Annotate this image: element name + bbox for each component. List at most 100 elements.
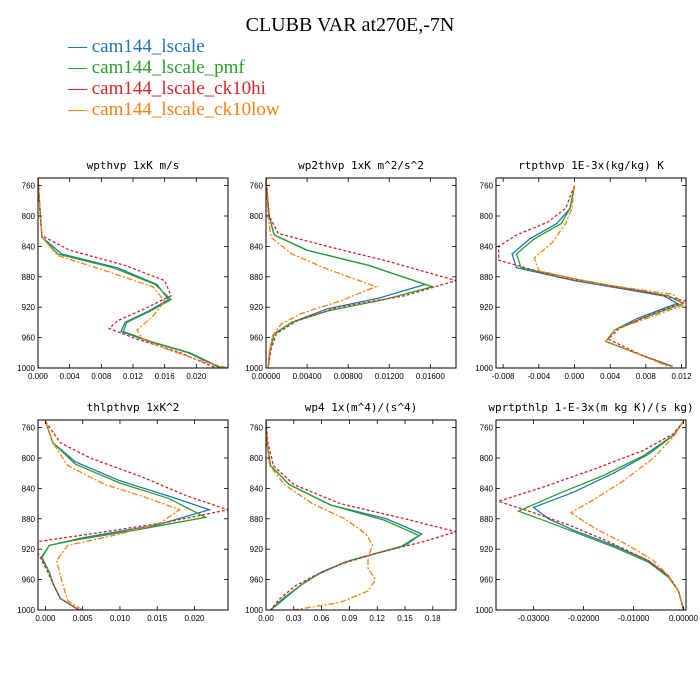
series-line-2 (40, 421, 208, 610)
y-tick-label: 960 (22, 334, 36, 343)
x-tick-label: 0.12 (369, 614, 385, 623)
plot-frame (495, 419, 687, 611)
y-tick-label: 1000 (17, 606, 35, 615)
x-tick-label: 0.00000 (669, 614, 698, 623)
panel-6: wprtpthlp 1-E-3x(m kg K)/(s kg) 760 800 840… (475, 401, 698, 623)
series-line-3 (266, 421, 456, 610)
panel-4: thlpthvp 1xK^276080084088092096010000.00… (17, 401, 229, 623)
x-tick-label: 0.010 (110, 614, 131, 623)
panel-3: rtpthvp 1E-3x(kg/kg) K 760 800 840 880 920 960… (475, 159, 692, 381)
x-tick-label: 0.000 (35, 614, 56, 623)
series-line-1 (266, 178, 428, 368)
series-line-1 (38, 178, 221, 368)
series-line-3 (38, 421, 228, 610)
x-tick-label: 0.020 (184, 614, 205, 623)
y-tick-label: 880 (250, 273, 264, 282)
x-tick-label: 0.012 (123, 372, 144, 381)
x-tick-label: 0.00000 (252, 372, 281, 381)
x-tick-label: 0.00800 (334, 372, 363, 381)
series-line-2 (266, 178, 435, 368)
x-tick-label: 0.005 (73, 614, 94, 623)
series-line-3 (496, 421, 685, 610)
series-line-2 (266, 421, 421, 610)
series-line-2 (516, 421, 685, 610)
legend-label: cam144_lscale_pmf (91, 57, 245, 78)
panel-5: wp4 1x(m^4)/(s^4)76080084088092096010000… (245, 401, 457, 623)
series-line-1 (266, 421, 424, 610)
legend-label: cam144_lscale_ck10low (91, 99, 280, 120)
x-tick-label: -0.01000 (618, 614, 650, 623)
y-tick-label: 840 (250, 484, 264, 493)
series-line-3 (498, 185, 686, 368)
plot-frame (37, 177, 229, 369)
panel-title: wp4 1x(m^4)/(s^4) (305, 401, 418, 414)
x-tick-label: 0.004 (600, 372, 621, 381)
y-tick-label: 760 (480, 182, 494, 191)
y-tick-label: 960 (480, 334, 494, 343)
panel-title: wp2thvp 1xK m^2/s^2 (298, 159, 424, 172)
y-tick-label: 880 (480, 515, 494, 524)
series-line-4 (569, 421, 685, 610)
x-tick-label: 0.008 (636, 372, 657, 381)
legend-label: cam144_lscale (91, 36, 205, 57)
panel-title: thlpthvp 1xK^2 (87, 401, 180, 414)
x-tick-label: -0.03000 (518, 614, 550, 623)
y-tick-label: 1000 (245, 606, 263, 615)
plot-frame (265, 177, 457, 369)
plot-frame (265, 419, 457, 611)
x-tick-label: 0.000 (564, 372, 585, 381)
y-tick-label: 840 (480, 484, 494, 493)
x-tick-label: 0.020 (186, 372, 207, 381)
x-tick-label: 0.06 (314, 614, 330, 623)
legend-item-cam144-lscale-pmf: — cam144_lscale_pmf (68, 57, 245, 78)
x-tick-label: 0.01600 (416, 372, 445, 381)
y-tick-label: 800 (22, 454, 36, 463)
y-tick-label: 800 (250, 212, 264, 221)
panel-title: rtpthvp 1E-3x(kg/kg) K (518, 159, 664, 172)
figure-title: CLUBB VAR at270E,-7N (245, 14, 455, 36)
plot-frame (495, 177, 687, 369)
y-tick-label: 840 (22, 484, 36, 493)
series-line-4 (266, 178, 378, 368)
y-tick-label: 920 (22, 303, 36, 312)
y-tick-label: 920 (480, 303, 494, 312)
x-tick-label: 0.015 (147, 614, 168, 623)
x-tick-label: 0.18 (425, 614, 441, 623)
y-tick-label: 880 (22, 273, 36, 282)
x-tick-label: -0.02000 (568, 614, 600, 623)
y-tick-label: 960 (22, 576, 36, 585)
series-line-3 (266, 178, 456, 368)
legend-item-cam144-lscale-ck10hi: — cam144_lscale_ck10hi (68, 78, 266, 99)
x-tick-label: 0.01200 (375, 372, 404, 381)
y-tick-label: 760 (480, 424, 494, 433)
y-tick-label: 1000 (17, 364, 35, 373)
panel-2: wp2thvp 1xK m^2/s^2 760 800 840 880 920 960 100… (245, 159, 457, 381)
x-tick-label: 0.012 (672, 372, 693, 381)
x-tick-label: 0.008 (91, 372, 112, 381)
x-tick-label: 0.09 (342, 614, 358, 623)
y-tick-label: 760 (250, 182, 264, 191)
series-line-4 (44, 421, 182, 610)
y-tick-label: 760 (22, 182, 36, 191)
legend-item-cam144-lscale: — cam144_lscale (68, 36, 205, 57)
x-tick-label: 0.016 (155, 372, 176, 381)
panel-1: wpthvp 1xK m/s76080084088092096010000.00… (17, 159, 229, 381)
plot-frame (37, 419, 229, 611)
x-tick-label: 0.00 (258, 614, 274, 623)
x-tick-label: -0.004 (527, 372, 550, 381)
y-tick-label: 840 (250, 242, 264, 251)
y-tick-label: 920 (22, 545, 36, 554)
series-line-1 (40, 421, 212, 610)
y-tick-label: 800 (480, 212, 494, 221)
y-tick-label: 920 (250, 545, 264, 554)
legend-label: cam144_lscale_ck10hi (91, 78, 266, 99)
x-tick-label: 0.00400 (293, 372, 322, 381)
x-tick-label: 0.15 (397, 614, 413, 623)
panel-title: wprtpthlp 1-E-3x(m kg K)/(s kg) (488, 401, 693, 414)
y-tick-label: 800 (480, 454, 494, 463)
y-tick-label: 840 (480, 242, 494, 251)
series-line-1 (511, 185, 679, 368)
y-tick-label: 800 (22, 212, 36, 221)
y-tick-label: 1000 (475, 364, 493, 373)
y-tick-label: 960 (250, 576, 264, 585)
